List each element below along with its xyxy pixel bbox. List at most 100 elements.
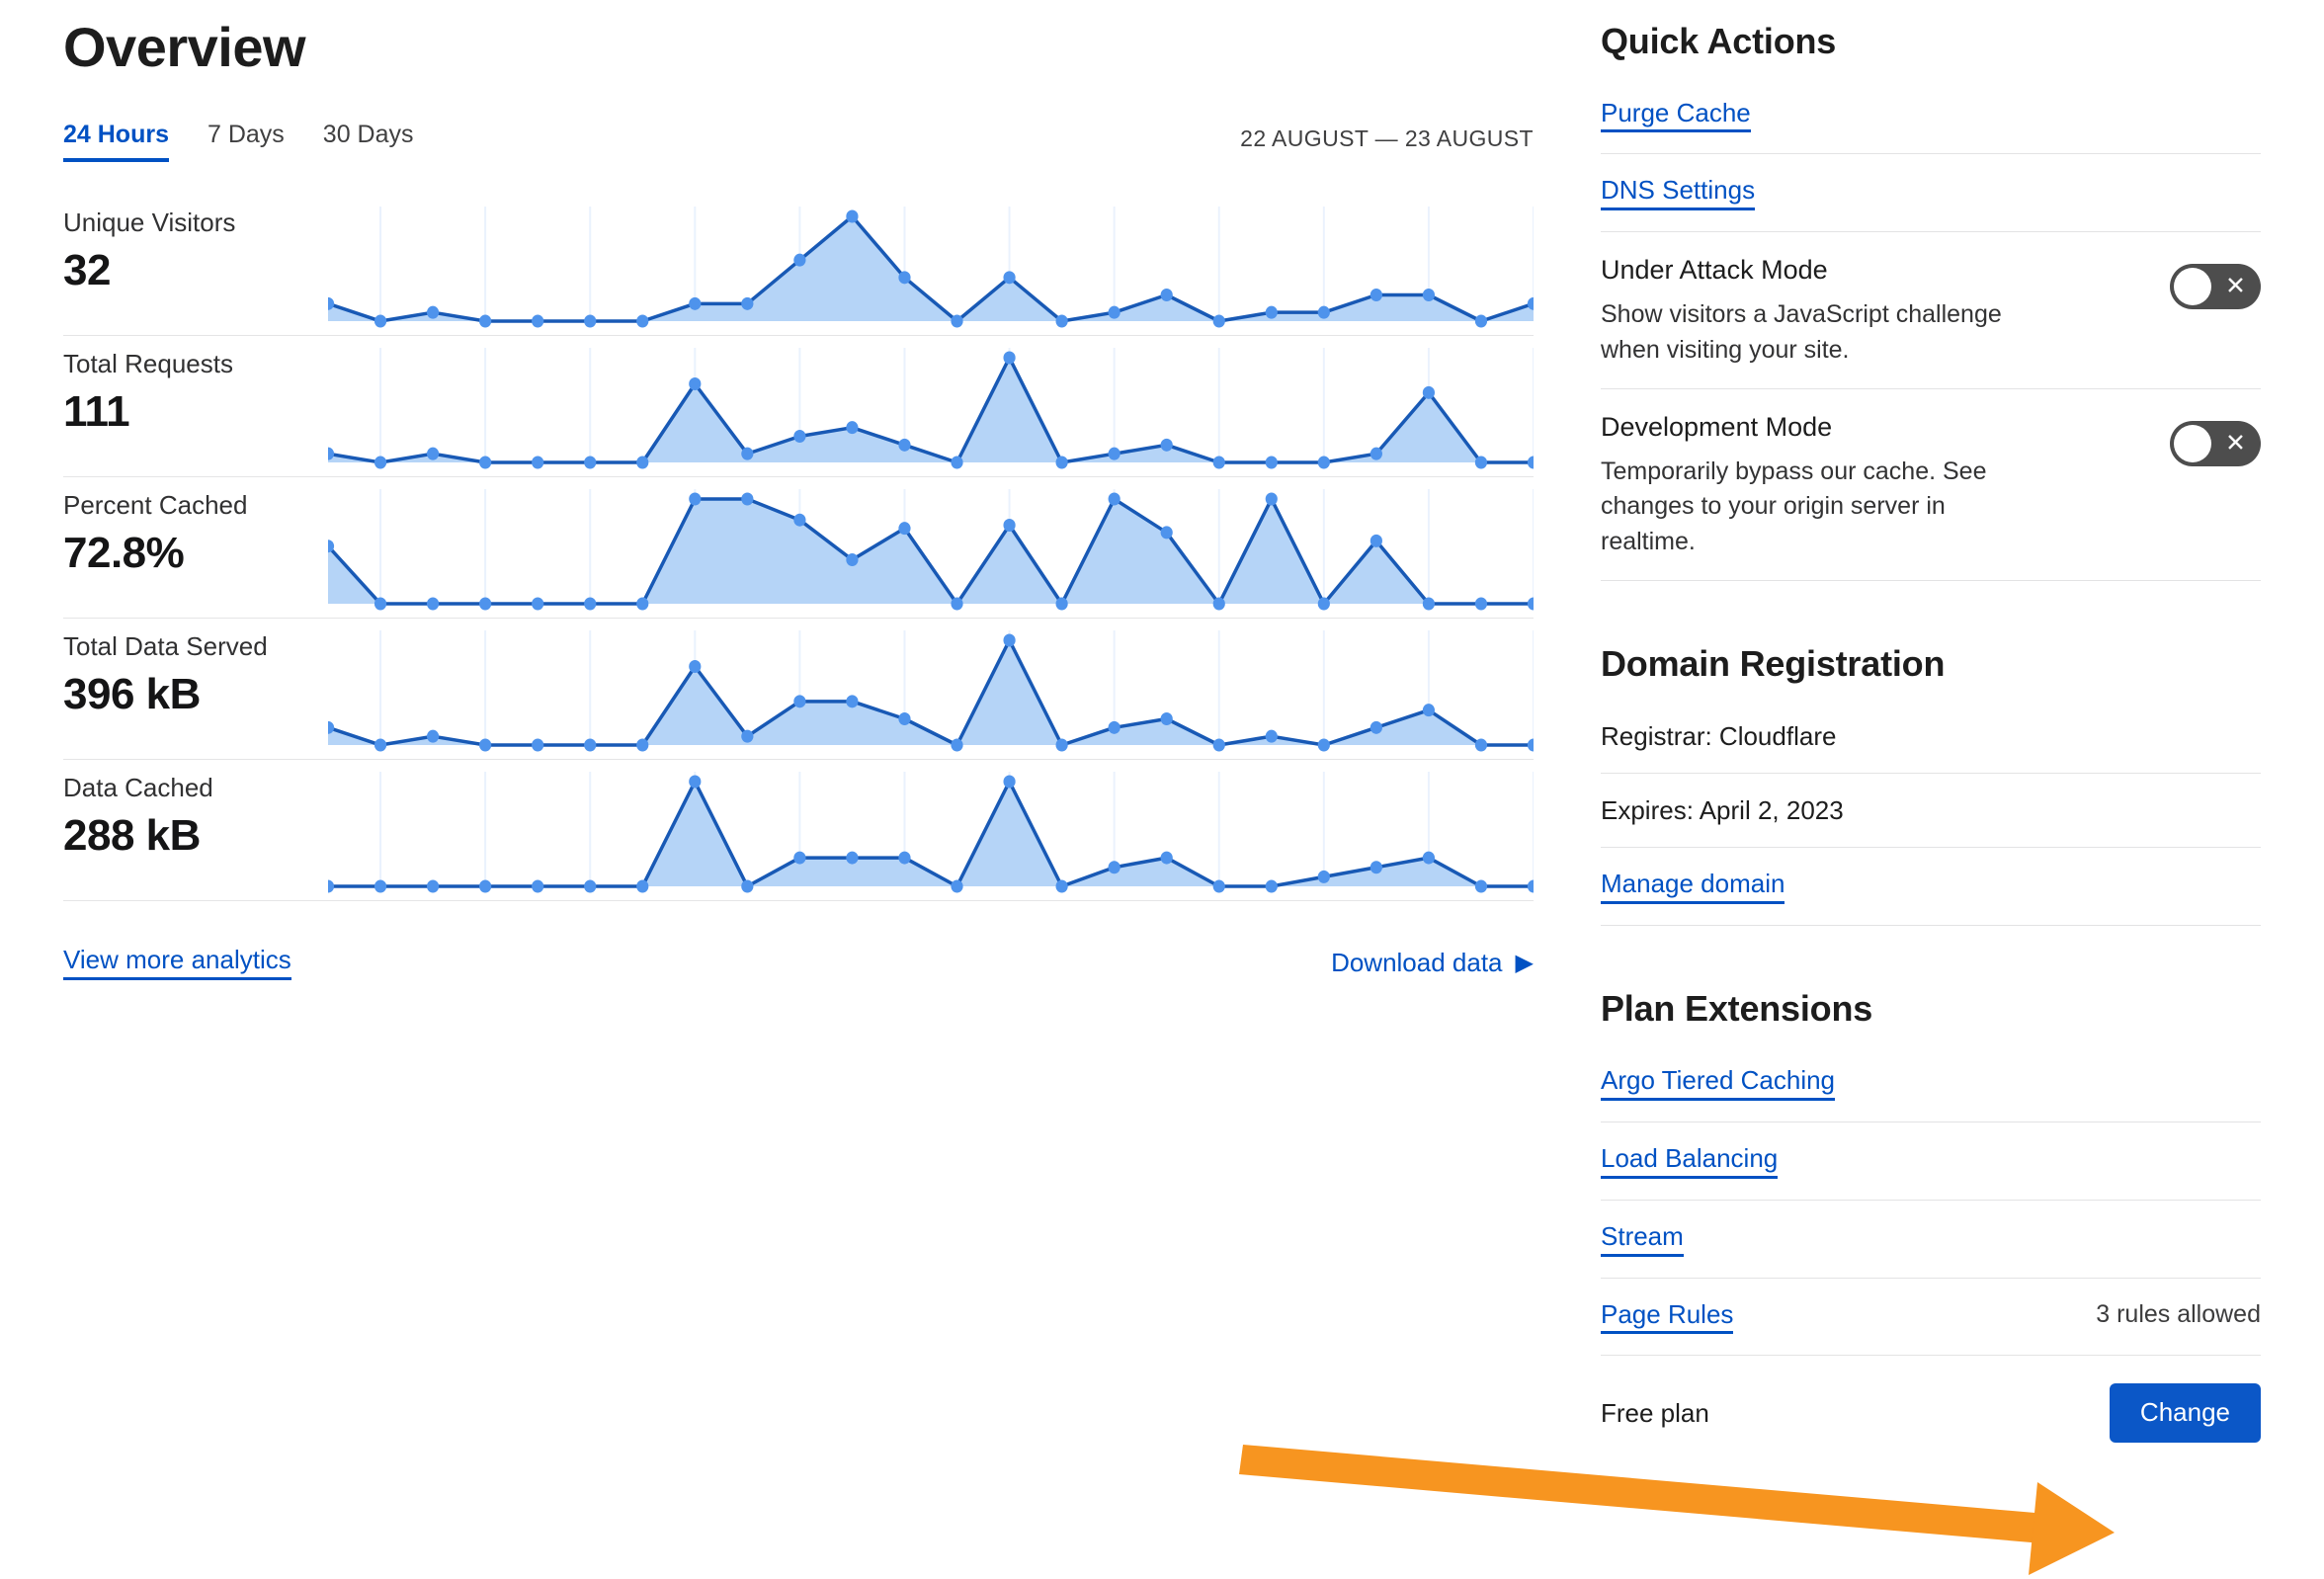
chart-data-point[interactable] [1055,738,1068,751]
under-attack-mode-toggle[interactable]: ✕ [2170,264,2261,310]
chart-data-point[interactable] [1212,879,1225,892]
chart-data-point[interactable] [898,521,911,535]
chart-data-point[interactable] [1527,296,1534,310]
chart-data-point[interactable] [479,738,492,751]
chart-data-point[interactable] [689,296,702,310]
chart-data-point[interactable] [1317,305,1330,319]
chart-data-point[interactable] [1160,525,1173,539]
chart-data-point[interactable] [1265,492,1278,505]
chart-data-point[interactable] [479,456,492,468]
chart-data-point[interactable] [479,314,492,327]
chart-data-point[interactable] [1212,314,1225,327]
chart-data-point[interactable] [1055,314,1068,327]
chart-data-point[interactable] [1474,597,1488,610]
chart-data-point[interactable] [1003,775,1016,788]
chart-data-point[interactable] [1317,870,1330,883]
chart-data-point[interactable] [846,552,859,566]
chart-data-point[interactable] [328,879,335,892]
view-more-analytics-link[interactable]: View more analytics [63,945,291,981]
chart-data-point[interactable] [741,729,754,743]
chart-data-point[interactable] [793,694,806,707]
chart-data-point[interactable] [1474,314,1488,327]
chart-data-point[interactable] [951,879,963,892]
chart-data-point[interactable] [1370,534,1382,547]
chart-data-point[interactable] [532,314,544,327]
chart-data-point[interactable] [584,597,597,610]
chart-data-point[interactable] [479,597,492,610]
chart-data-point[interactable] [1265,456,1278,468]
chart-data-point[interactable] [532,738,544,751]
chart-data-point[interactable] [636,314,649,327]
chart-data-point[interactable] [1370,447,1382,460]
chart-data-point[interactable] [741,447,754,460]
chart-data-point[interactable] [951,314,963,327]
chart-data-point[interactable] [1055,456,1068,468]
chart-data-point[interactable] [1265,879,1278,892]
chart-data-point[interactable] [1317,597,1330,610]
chart-data-point[interactable] [1003,518,1016,532]
tab-24-hours[interactable]: 24 Hours [63,121,169,162]
chart-data-point[interactable] [741,879,754,892]
chart-data-point[interactable] [328,447,335,460]
chart-data-point[interactable] [1212,597,1225,610]
chart-data-point[interactable] [1003,633,1016,646]
chart-data-point[interactable] [374,314,387,327]
chart-data-point[interactable] [689,492,702,505]
chart-data-point[interactable] [1265,305,1278,319]
chart-data-point[interactable] [793,429,806,443]
dns-settings-link[interactable]: DNS Settings [1601,176,1756,211]
argo-tiered-caching-link[interactable]: Argo Tiered Caching [1601,1065,1836,1101]
chart-data-point[interactable] [374,738,387,751]
change-plan-button[interactable]: Change [2109,1383,2261,1444]
chart-data-point[interactable] [1160,851,1173,865]
chart-data-point[interactable] [689,659,702,673]
chart-data-point[interactable] [1108,720,1120,734]
chart-data-point[interactable] [1422,385,1436,399]
chart-data-point[interactable] [328,539,335,552]
chart-data-point[interactable] [951,456,963,468]
chart-data-point[interactable] [1160,288,1173,301]
chart-data-point[interactable] [1422,851,1436,865]
chart-data-point[interactable] [426,447,440,460]
chart-data-point[interactable] [1003,270,1016,284]
manage-domain-link[interactable]: Manage domain [1601,869,1785,905]
chart-data-point[interactable] [532,879,544,892]
chart-data-point[interactable] [1317,738,1330,751]
chart-data-point[interactable] [479,879,492,892]
chart-data-point[interactable] [374,597,387,610]
chart-data-point[interactable] [1108,305,1120,319]
chart-data-point[interactable] [426,729,440,743]
chart-data-point[interactable] [1160,711,1173,725]
chart-data-point[interactable] [1527,738,1534,751]
chart-data-point[interactable] [1474,456,1488,468]
chart-data-point[interactable] [374,456,387,468]
chart-data-point[interactable] [636,456,649,468]
tab-7-days[interactable]: 7 Days [207,121,285,148]
chart-data-point[interactable] [689,376,702,390]
chart-data-point[interactable] [426,305,440,319]
chart-data-point[interactable] [846,420,859,434]
chart-data-point[interactable] [584,738,597,751]
chart-data-point[interactable] [328,296,335,310]
chart-data-point[interactable] [793,851,806,865]
tab-30-days[interactable]: 30 Days [322,121,414,148]
chart-data-point[interactable] [1527,879,1534,892]
chart-data-point[interactable] [1055,879,1068,892]
purge-cache-link[interactable]: Purge Cache [1601,98,1751,133]
chart-data-point[interactable] [636,597,649,610]
chart-data-point[interactable] [898,270,911,284]
chart-data-point[interactable] [689,775,702,788]
chart-data-point[interactable] [1422,288,1436,301]
chart-data-point[interactable] [532,597,544,610]
chart-data-point[interactable] [1212,738,1225,751]
chart-data-point[interactable] [1370,720,1382,734]
chart-data-point[interactable] [1265,729,1278,743]
chart-data-point[interactable] [1370,288,1382,301]
stream-link[interactable]: Stream [1601,1221,1684,1257]
chart-data-point[interactable] [584,314,597,327]
chart-data-point[interactable] [1108,492,1120,505]
chart-data-point[interactable] [951,597,963,610]
chart-data-point[interactable] [426,597,440,610]
chart-data-point[interactable] [951,738,963,751]
chart-data-point[interactable] [1474,879,1488,892]
